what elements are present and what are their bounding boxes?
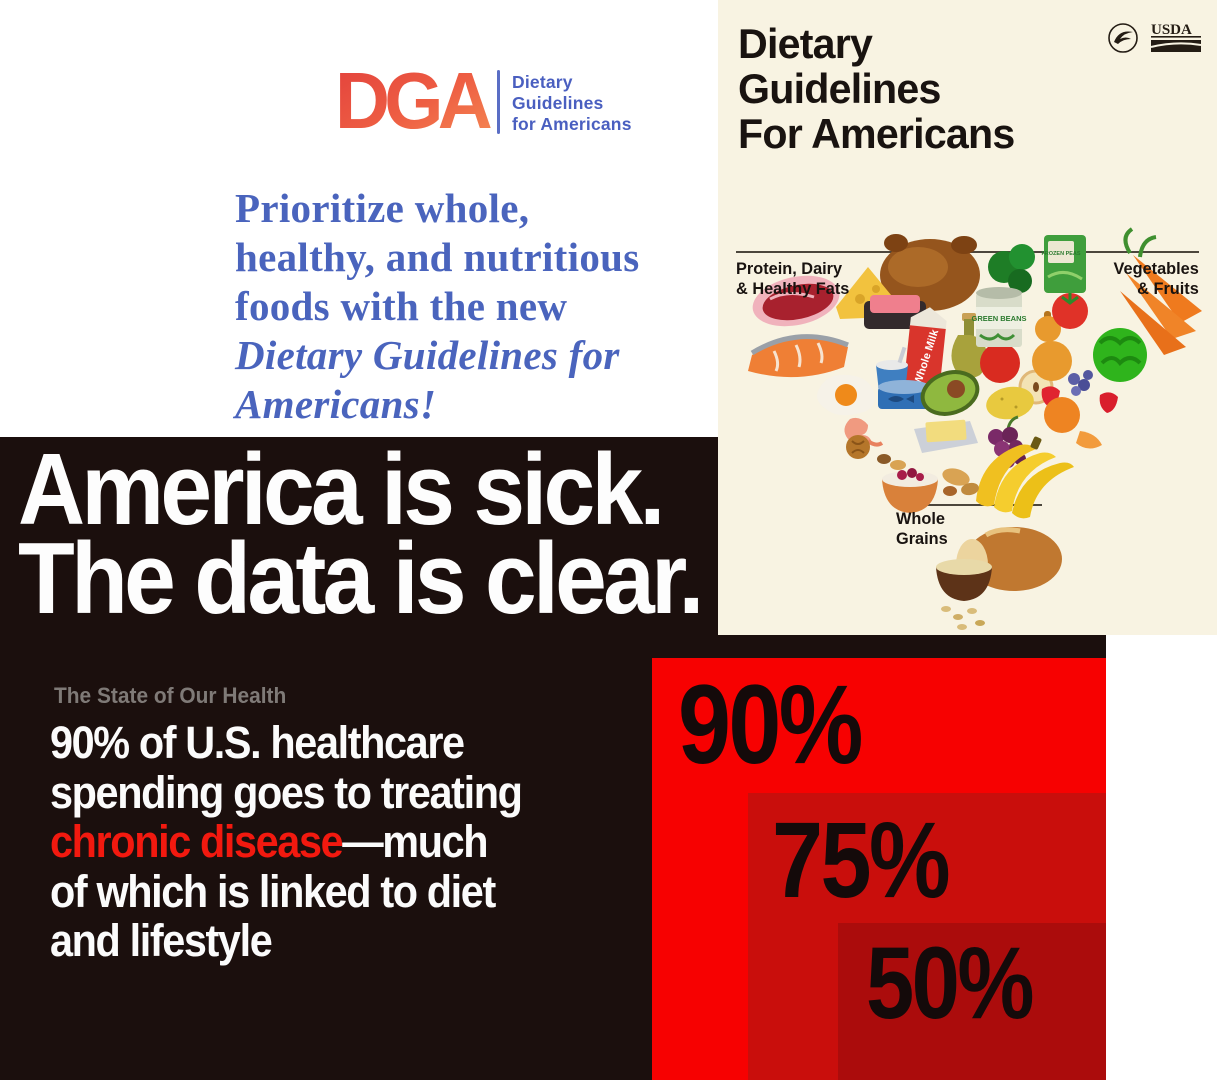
food-group-label-vegetables: Vegetables & Fruits <box>1113 259 1199 298</box>
banner-line-1: America is sick. <box>18 434 665 546</box>
square-75-label: 75% <box>772 799 951 920</box>
food-group-label-grains: Whole Grains <box>896 509 948 548</box>
hhs-logo-icon <box>1108 23 1138 53</box>
food-heart-illustration: FROZEN PEAS <box>748 227 1202 630</box>
logo-tagline: Dietary Guidelines for Americans <box>512 72 632 135</box>
dga-logo-mark: DGA <box>335 56 497 145</box>
food-nuts-icon <box>846 435 906 470</box>
promo-headline-line-italic: Americans! <box>235 381 437 427</box>
food-bananas-icon <box>976 436 1074 519</box>
stats-line: 90% of U.S. healthcare <box>50 717 465 768</box>
logo-tagline-line: Guidelines <box>512 93 604 113</box>
food-grains-icon <box>941 606 985 630</box>
usda-logo-text: USDA <box>1151 22 1192 38</box>
food-blueberries-icon <box>1068 370 1093 396</box>
stats-kicker: The State of Our Health <box>54 683 287 708</box>
food-steak-icon <box>752 275 840 327</box>
food-peanuts-icon <box>942 468 979 496</box>
food-turkey-icon <box>880 234 980 311</box>
square-75-percent: 75% 50% <box>748 793 1106 1080</box>
food-berry-bowl-icon <box>882 468 938 513</box>
promo-headline-line: Prioritize whole, <box>235 185 530 231</box>
usda-logo-icon: USDA <box>1150 22 1202 52</box>
promo-headline-line: foods with the new <box>235 283 568 329</box>
food-orange-icon <box>1044 397 1102 449</box>
food-carrots-icon <box>1120 227 1202 355</box>
promo-headline-line-italic: Dietary Guidelines for <box>235 332 620 378</box>
poster-title-line: Guidelines <box>738 65 941 112</box>
green-beans-label: GREEN BEANS <box>971 314 1026 323</box>
poster-title: Dietary Guidelines For Americans <box>738 21 1015 156</box>
logo-tagline-line: Dietary <box>512 72 573 92</box>
stats-body: 90% of U.S. healthcare spending goes to … <box>50 717 523 966</box>
food-peas-bag-icon: FROZEN PEAS <box>1041 235 1086 293</box>
stats-line: spending goes to treating <box>50 766 523 818</box>
square-50-label: 50% <box>866 926 1034 1040</box>
food-green-beans-can-icon: GREEN BEANS <box>971 287 1027 347</box>
dga-letters: DGA <box>335 56 491 145</box>
stats-section: The State of Our Health 90% of U.S. heal… <box>0 635 1106 1080</box>
promo-headline: Prioritize whole, healthy, and nutritiou… <box>235 184 715 429</box>
food-oat-bowl-icon <box>936 559 992 601</box>
dga-poster-cover: Dietary Guidelines For Americans USDA Pr… <box>718 0 1217 635</box>
food-milk-carton-icon: Whole Milk <box>903 307 947 391</box>
stats-line: chronic disease—much <box>50 816 489 867</box>
food-squash-icon <box>1032 311 1072 381</box>
square-90-label: 90% <box>678 662 863 787</box>
logo-tagline-line: for Americans <box>512 114 632 134</box>
food-egg-icon <box>817 374 875 416</box>
peas-bag-label: FROZEN PEAS <box>1041 251 1080 257</box>
dga-logo: DGA Dietary Guidelines for Americans <box>333 56 693 148</box>
logo-divider <box>497 70 500 134</box>
food-tomato-icon <box>1052 293 1088 329</box>
food-canned-fish-icon <box>878 380 930 409</box>
chronic-disease-highlight: chronic disease <box>50 816 344 867</box>
whole-grains-divider-line <box>895 504 1042 506</box>
poster-title-line: For Americans <box>738 110 1015 157</box>
square-50-percent: 50% <box>838 923 1106 1080</box>
poster-title-line: Dietary <box>738 20 873 67</box>
banner-line-2: The data is clear. <box>18 523 704 635</box>
food-salmon-icon <box>748 334 849 378</box>
headline-banner: America is sick. The data is clear. <box>0 437 718 635</box>
stats-line: and lifestyle <box>50 915 273 966</box>
food-avocado-icon <box>920 370 980 416</box>
food-butter-icon <box>914 419 978 453</box>
promo-headline-line: healthy, and nutritious <box>235 234 640 280</box>
square-90-percent: 90% 75% 50% <box>652 658 1106 1080</box>
food-lettuce-icon <box>1093 328 1147 382</box>
agency-logos: USDA <box>1106 20 1205 56</box>
stats-line: of which is linked to diet <box>50 865 496 917</box>
food-potato-icon <box>986 386 1034 420</box>
food-group-label-protein: Protein, Dairy & Healthy Fats <box>736 259 850 298</box>
